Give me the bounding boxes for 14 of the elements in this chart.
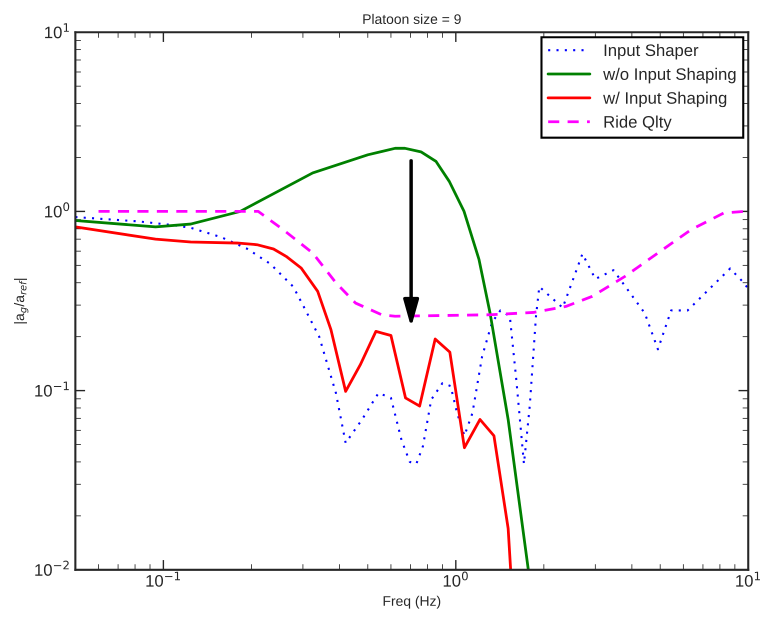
y-tick-label: 10$^{−1}$ (35, 382, 69, 397)
x-tick-label: 10$^{1}$ (736, 572, 760, 587)
x-tick-label: 10$^{−1}$ (146, 572, 180, 587)
legend-label: w/o Input Shaping (603, 68, 736, 84)
y-tick-label: 10$^{−2}$ (35, 560, 69, 576)
y-tick-label: 10$^{1}$ (45, 23, 69, 38)
x-axis-title: Freq (Hz) (384, 596, 440, 609)
legend-label: Input Shaper (604, 44, 698, 60)
legend-label: w/ Input Shaping (603, 92, 726, 108)
y-tick-label: 10$^{0}$ (45, 202, 70, 218)
x-tick-label: 10$^{0}$ (444, 572, 468, 587)
y-axis-title: |a$_{g}$/a$_{ref}$| (14, 278, 28, 324)
chart-title: Platoon size = 9 (363, 14, 461, 24)
legend-label: Ride Qlty (604, 116, 672, 132)
